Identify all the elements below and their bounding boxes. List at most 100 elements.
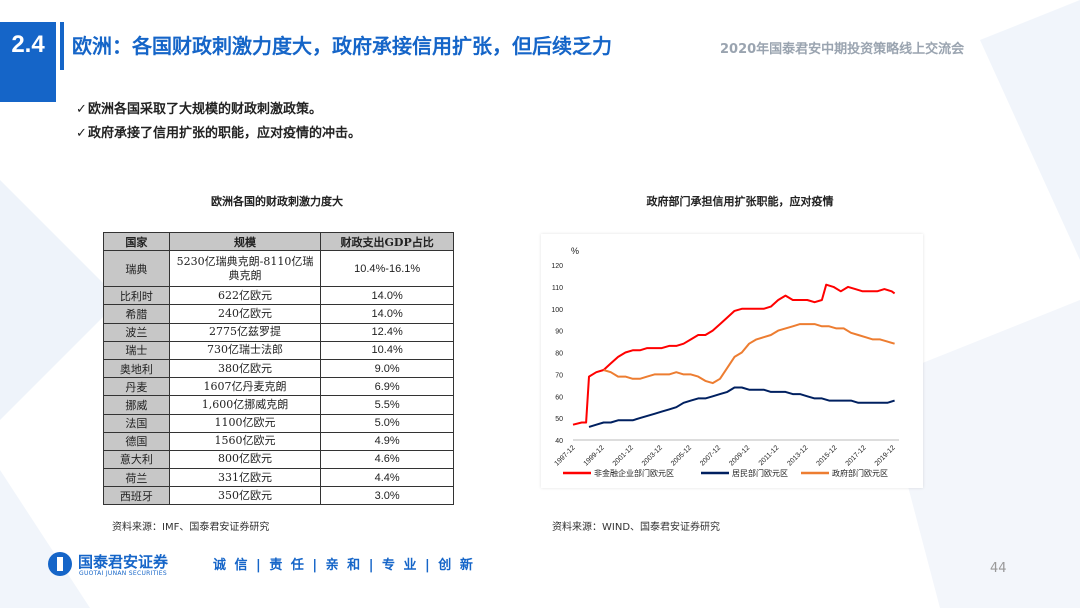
table-row: 法国 1100亿欧元 5.0% [103,413,454,433]
event-title: 2020年国泰君安中期投资策略线上交流会 [720,42,965,57]
table-row: 西班牙 350亿欧元 3.0% [103,486,454,506]
y-tick-label: 60 [555,394,563,401]
ratio-cell: 4.4% [320,468,454,488]
ratio-cell: 10.4% [320,340,454,360]
scale-cell: 1607亿丹麦克朗 [168,377,322,397]
scale-cell: 380亿欧元 [168,358,322,379]
ratio-cell: 14.0% [320,304,454,324]
x-tick-label: 2005-12 [670,444,693,467]
table-row: 瑞典 5230亿瑞典克朗-8110亿瑞典克朗 10.4%-16.1% [103,250,454,288]
table-row: 比利时 622亿欧元 14.0% [103,286,454,306]
company-logo: 国泰君安证券 GUOTAI JUNAN SECURITIES [48,551,198,577]
title-accent-bar [60,22,64,70]
country-cell: 荷兰 [103,468,170,488]
scale-cell: 730亿瑞士法郎 [168,340,322,360]
country-cell: 瑞士 [103,340,170,360]
scale-cell: 1560亿欧元 [168,431,322,451]
table-row: 挪威 1,600亿挪威克朗 5.5% [103,395,454,415]
x-tick-label: 2017-12 [845,444,868,467]
scale-cell: 331亿欧元 [168,468,322,488]
page-title: 欧洲：各国财政刺激力度大，政府承接信用扩张，但后续乏力 [72,34,612,58]
page-number: 44 [990,561,1007,576]
table-header-row: 国家 规模 财政支出GDP占比 [103,231,454,252]
country-cell: 比利时 [103,286,170,306]
scale-cell: 1,600亿挪威克朗 [168,395,322,415]
country-cell: 丹麦 [103,377,170,397]
ratio-cell: 12.4% [320,322,454,342]
y-tick-label: 80 [555,351,563,358]
ratio-cell: 6.9% [320,377,454,397]
x-tick-label: 2009-12 [728,444,751,467]
table-row: 瑞士 730亿瑞士法郎 10.4% [103,340,454,360]
table-row: 丹麦 1607亿丹麦克朗 6.9% [103,377,454,397]
table-source-note: 资料来源：IMF、国泰君安证券研究 [112,522,270,533]
scale-cell: 240亿欧元 [168,304,322,324]
scale-cell: 5230亿瑞典克朗-8110亿瑞典克朗 [168,250,322,288]
table-row: 希腊 240亿欧元 14.0% [103,304,454,324]
country-cell: 法国 [103,413,170,433]
country-cell: 意大利 [103,449,170,470]
y-tick-label: 40 [555,438,563,445]
ratio-cell: 4.9% [320,431,454,451]
column-header-ratio: 财政支出GDP占比 [320,231,454,252]
y-tick-label: 100 [551,307,563,314]
logo-english-name: GUOTAI JUNAN SECURITIES [79,570,167,577]
x-tick-label: 1997-12 [554,444,577,467]
table-row: 德国 1560亿欧元 4.9% [103,431,454,451]
checkmark-icon: ✓ [76,126,87,141]
table-title: 欧洲各国的财政刺激力度大 [211,195,343,208]
checkmark-icon: ✓ [76,102,87,117]
logo-mark-icon [48,552,72,576]
chart-title: 政府部门承担信用扩张职能，应对疫情 [646,195,834,208]
country-cell: 奥地利 [103,358,170,379]
y-axis-unit-label: % [571,246,579,256]
scale-cell: 800亿欧元 [168,449,322,470]
legend-label: 非金融企业部门欧元区 [594,468,674,478]
bullet-list: ✓欧洲各国采取了大规模的财政刺激政策。 ✓政府承接了信用扩张的职能，应对疫情的冲… [76,100,361,148]
country-cell: 挪威 [103,395,170,415]
y-tick-label: 90 [555,329,563,336]
logo-chinese-name: 国泰君安证券 [78,553,169,571]
ratio-cell: 5.5% [320,395,454,415]
scale-cell: 2775亿兹罗提 [168,322,322,342]
table-body: 瑞典 5230亿瑞典克朗-8110亿瑞典克朗 10.4%-16.1% 比利时 622亿欧… [103,250,454,506]
y-tick-label: 50 [555,416,563,423]
company-slogan: 诚 信 | 责 任 | 亲 和 | 专 业 | 创 新 [213,558,475,573]
series-line [572,283,896,426]
series-line [588,386,895,428]
ratio-cell: 4.6% [320,449,454,470]
scale-cell: 1100亿欧元 [168,413,322,433]
table-row: 奥地利 380亿欧元 9.0% [103,358,454,379]
column-header-scale: 规模 [168,231,322,252]
x-tick-label: 2001-12 [612,444,635,467]
bullet-item: ✓欧洲各国采取了大规模的财政刺激政策。 [76,100,361,124]
scale-cell: 622亿欧元 [168,286,322,306]
x-tick-label: 1999-12 [583,444,606,467]
ratio-cell: 3.0% [320,486,454,506]
chart-source-note: 资料来源：WIND、国泰君安证券研究 [552,522,721,533]
ratio-cell: 14.0% [320,286,454,306]
x-tick-label: 2007-12 [699,444,722,467]
line-chart: % 40 50 60 70 80 90 100 110 120 1997-12 1999-12 2001… [541,234,923,488]
y-tick-label: 110 [552,285,563,292]
country-cell: 德国 [103,431,170,451]
series-line [603,323,895,385]
section-number-badge: 2.4 [0,22,56,68]
x-tick-label: 2015-12 [815,444,838,467]
country-cell: 希腊 [103,304,170,324]
ratio-cell: 9.0% [320,358,454,379]
ratio-cell: 5.0% [320,413,454,433]
ratio-cell: 10.4%-16.1% [320,250,454,288]
scale-cell: 350亿欧元 [168,486,322,506]
country-cell: 西班牙 [103,486,170,506]
x-tick-label: 2013-12 [786,444,809,467]
fiscal-stimulus-table: 国家 规模 财政支出GDP占比 瑞典 5230亿瑞典克朗-8110亿瑞典克朗 10.… [103,231,454,506]
x-tick-label: 2003-12 [641,444,664,467]
table-row: 荷兰 331亿欧元 4.4% [103,468,454,488]
legend-label: 政府部门欧元区 [832,468,888,478]
table-row: 意大利 800亿欧元 4.6% [103,449,454,470]
column-header-country: 国家 [103,231,170,252]
section-badge-tail [0,68,56,102]
table-row: 波兰 2775亿兹罗提 12.4% [103,322,454,342]
x-tick-label: 2011-12 [758,444,781,467]
